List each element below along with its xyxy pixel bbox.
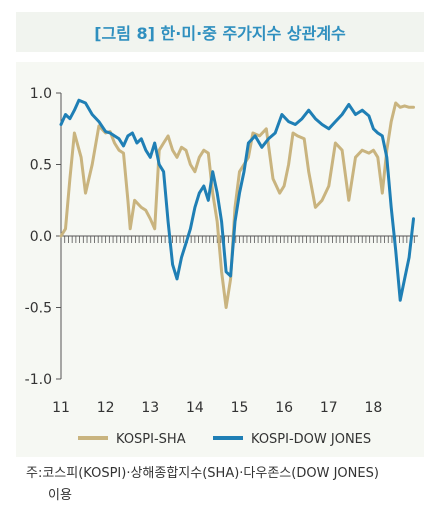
y-tick-label: -1.0 bbox=[25, 372, 52, 388]
x-tick-label: 15 bbox=[231, 400, 249, 416]
y-tick-label: 0.0 bbox=[30, 229, 52, 245]
series-line-kospi-sha bbox=[59, 101, 415, 309]
chart-title: [그림 8] 한·미·중 주가지수 상관계수 bbox=[94, 24, 346, 43]
y-tick-label: 1.0 bbox=[30, 86, 52, 102]
correlation-line-chart: 1.0 0.5 0.0 -0.5 -1.011 12 13 14 15 16 17 18 KOSPI-S… bbox=[25, 86, 418, 447]
chart-title-bar: [그림 8] 한·미·중 주가지수 상관계수 bbox=[16, 12, 424, 52]
x-tick-label: 13 bbox=[141, 400, 159, 416]
x-tick-label: 17 bbox=[320, 400, 338, 416]
legend-label: KOSPI-DOW JONES bbox=[251, 432, 371, 447]
legend-label: KOSPI-SHA bbox=[116, 432, 186, 447]
x-tick-label: 12 bbox=[97, 400, 115, 416]
y-tick-label: -0.5 bbox=[25, 301, 52, 317]
chart-panel: 1.0 0.5 0.0 -0.5 -1.0 11 12 13 14 15 16 17 18 KOSPI-S… bbox=[16, 62, 424, 457]
series-line-kospi-dow-jones bbox=[59, 98, 415, 302]
note-line-2: 이용 bbox=[48, 488, 72, 503]
note-line-1: 주:코스피(KOSPI)·상해종합지수(SHA)·다우존스(DOW JONES) bbox=[26, 466, 379, 481]
x-tick-label: 14 bbox=[186, 400, 204, 416]
chart-note: 주:코스피(KOSPI)·상해종합지수(SHA)·다우존스(DOW JONES)… bbox=[26, 463, 426, 507]
y-tick-label: 0.5 bbox=[30, 158, 52, 174]
x-tick-label: 11 bbox=[52, 400, 70, 416]
x-tick-label: 16 bbox=[275, 400, 293, 416]
x-tick-label: 18 bbox=[364, 400, 382, 416]
